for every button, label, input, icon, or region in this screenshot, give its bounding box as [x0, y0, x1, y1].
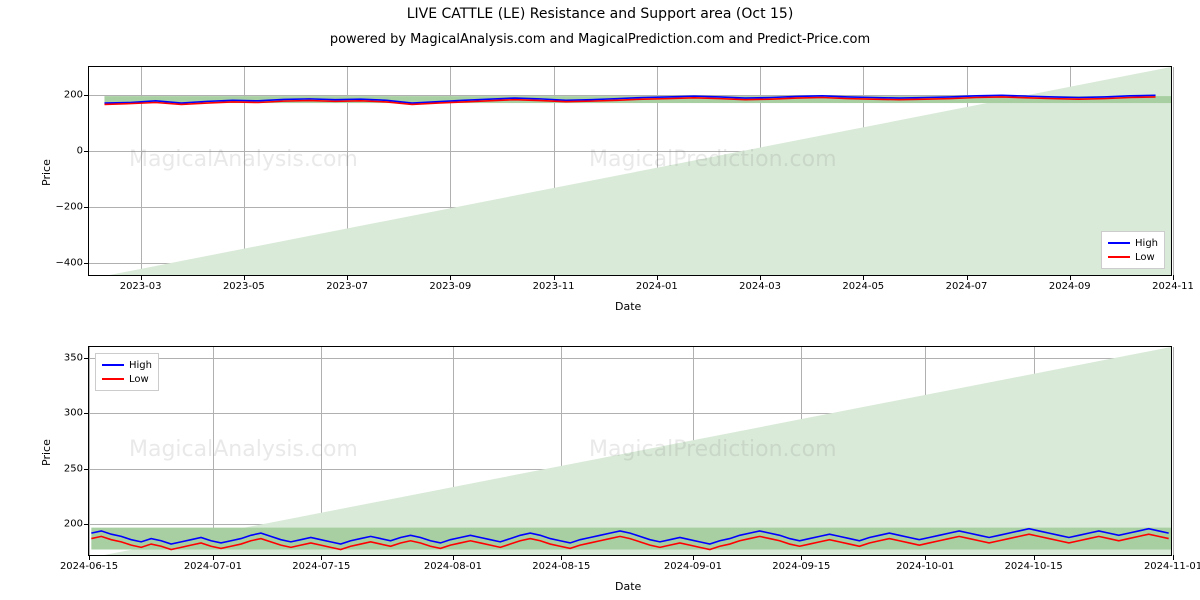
x-axis-label-bottom: Date: [615, 580, 641, 593]
x-tick: 2024-11-01: [1144, 555, 1200, 572]
legend-item: Low: [1108, 250, 1158, 264]
legend-label: Low: [1135, 252, 1155, 263]
chart-panel-bottom: 2002503003502024-06-152024-07-012024-07-…: [88, 346, 1172, 556]
y-tick: −200: [39, 202, 89, 213]
legend-swatch: [1108, 256, 1130, 258]
legend-item: High: [1108, 236, 1158, 250]
chart-panel-top: −400−20002002023-032023-052023-072023-09…: [88, 66, 1172, 276]
legend-swatch: [1108, 242, 1130, 244]
y-axis-label-bottom: Price: [40, 439, 53, 466]
legend-label: High: [1135, 238, 1158, 249]
y-tick: −400: [39, 258, 89, 269]
y-axis-label-top: Price: [40, 159, 53, 186]
legend-item: High: [102, 358, 152, 372]
y-tick: 0: [39, 146, 89, 157]
legend: High Low: [1101, 231, 1165, 269]
chart-title: LIVE CATTLE (LE) Resistance and Support …: [0, 0, 1200, 22]
y-tick: 300: [39, 408, 89, 419]
x-axis-label-top: Date: [615, 300, 641, 313]
legend-label: Low: [129, 374, 149, 385]
legend-swatch: [102, 378, 124, 380]
y-tick: 350: [39, 353, 89, 364]
support-area-fill: [104, 347, 1171, 555]
legend-swatch: [102, 364, 124, 366]
legend-item: Low: [102, 372, 152, 386]
legend: High Low: [95, 353, 159, 391]
y-tick: 200: [39, 90, 89, 101]
y-tick: 200: [39, 518, 89, 529]
chart-subtitle: powered by MagicalAnalysis.com and Magic…: [0, 22, 1200, 47]
legend-label: High: [129, 360, 152, 371]
